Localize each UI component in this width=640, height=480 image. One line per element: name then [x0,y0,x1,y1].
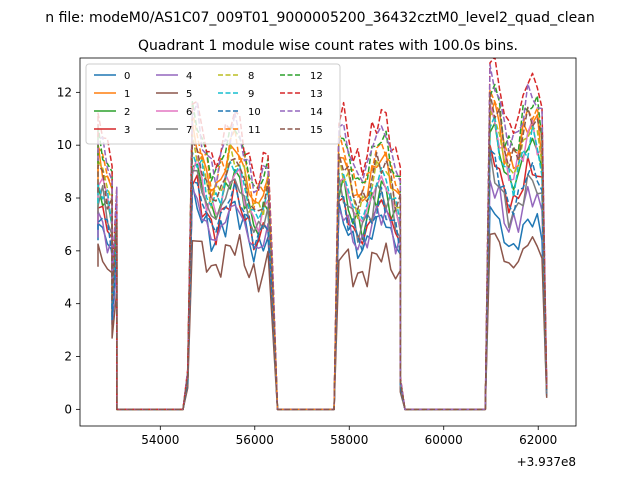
axes-frame [79,57,577,427]
legend-label: 15 [310,125,323,136]
legend-label: 2 [124,107,130,118]
legend-label: 10 [248,107,261,118]
legend-box [85,63,341,145]
legend-label: 6 [186,107,192,118]
x-axis: 54000 56000 58000 60000 62000 [141,426,557,447]
x-tick-label: 60000 [425,433,463,447]
y-tick-label: 0 [64,402,72,416]
series-line-11 [97,89,548,411]
legend-label: 11 [248,125,261,136]
legend-label: 1 [124,89,130,100]
x-tick-label: 56000 [236,433,274,447]
legend-label: 13 [310,89,323,100]
figure-suptitle: n file: modeM0/AS1C07_009T01_9000005200_… [45,10,594,26]
y-axis: 0 2 4 6 8 10 12 [57,85,80,416]
y-tick-label: 6 [64,244,72,258]
y-tick-label: 2 [64,350,72,364]
y-tick-label: 8 [64,191,72,205]
y-tick-label: 4 [64,297,72,311]
series-lines [97,58,548,411]
legend-label: 7 [186,125,192,136]
legend-label: 3 [124,125,130,136]
y-tick-label: 12 [57,85,72,99]
y-tick-label: 10 [57,138,72,152]
series-line-15 [97,91,548,411]
x-offset-text: +3.937e8 [517,455,576,469]
legend-label: 0 [124,71,130,82]
legend-label: 4 [186,71,192,82]
legend-label: 9 [248,89,254,100]
legend-label: 5 [186,89,192,100]
x-tick-label: 54000 [141,433,179,447]
legend-label: 14 [310,107,323,118]
legend-label: 12 [310,71,323,82]
chart-title: Quadrant 1 module wise count rates with … [138,38,518,54]
x-tick-label: 58000 [330,433,368,447]
x-tick-label: 62000 [519,433,557,447]
legend-label: 8 [248,71,254,82]
